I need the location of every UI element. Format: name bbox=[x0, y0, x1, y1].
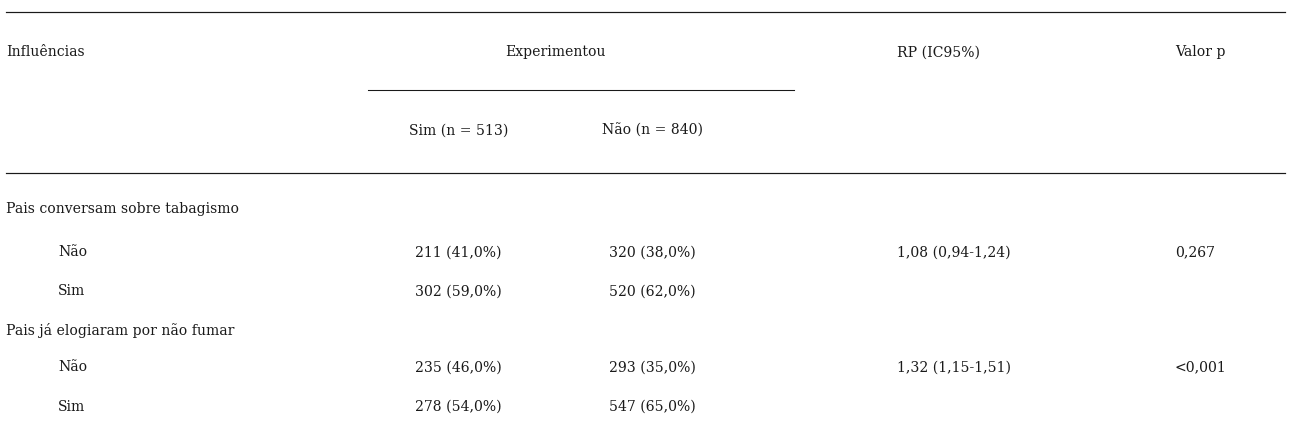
Text: 547 (65,0%): 547 (65,0%) bbox=[608, 399, 696, 413]
Text: Valor p: Valor p bbox=[1175, 45, 1225, 59]
Text: Influências: Influências bbox=[6, 45, 85, 59]
Text: Não (n = 840): Não (n = 840) bbox=[602, 123, 702, 137]
Text: 1,08 (0,94-1,24): 1,08 (0,94-1,24) bbox=[897, 245, 1011, 259]
Text: RP (IC95%): RP (IC95%) bbox=[897, 45, 980, 59]
Text: Não: Não bbox=[58, 245, 88, 259]
Text: 235 (46,0%): 235 (46,0%) bbox=[414, 360, 502, 374]
Text: Não: Não bbox=[58, 360, 88, 374]
Text: 293 (35,0%): 293 (35,0%) bbox=[608, 360, 696, 374]
Text: 1,32 (1,15-1,51): 1,32 (1,15-1,51) bbox=[897, 360, 1011, 374]
Text: Experimentou: Experimentou bbox=[505, 45, 605, 59]
Text: Sim: Sim bbox=[58, 399, 85, 413]
Text: Sim (n = 513): Sim (n = 513) bbox=[409, 123, 507, 137]
Text: 211 (41,0%): 211 (41,0%) bbox=[416, 245, 501, 259]
Text: Pais conversam sobre tabagismo: Pais conversam sobre tabagismo bbox=[6, 201, 239, 215]
Text: 520 (62,0%): 520 (62,0%) bbox=[608, 284, 696, 298]
Text: 320 (38,0%): 320 (38,0%) bbox=[608, 245, 696, 259]
Text: Sim: Sim bbox=[58, 284, 85, 298]
Text: 302 (59,0%): 302 (59,0%) bbox=[414, 284, 502, 298]
Text: 278 (54,0%): 278 (54,0%) bbox=[414, 399, 502, 413]
Text: <0,001: <0,001 bbox=[1175, 360, 1226, 374]
Text: Pais já elogiaram por não fumar: Pais já elogiaram por não fumar bbox=[6, 322, 235, 337]
Text: 0,267: 0,267 bbox=[1175, 245, 1215, 259]
